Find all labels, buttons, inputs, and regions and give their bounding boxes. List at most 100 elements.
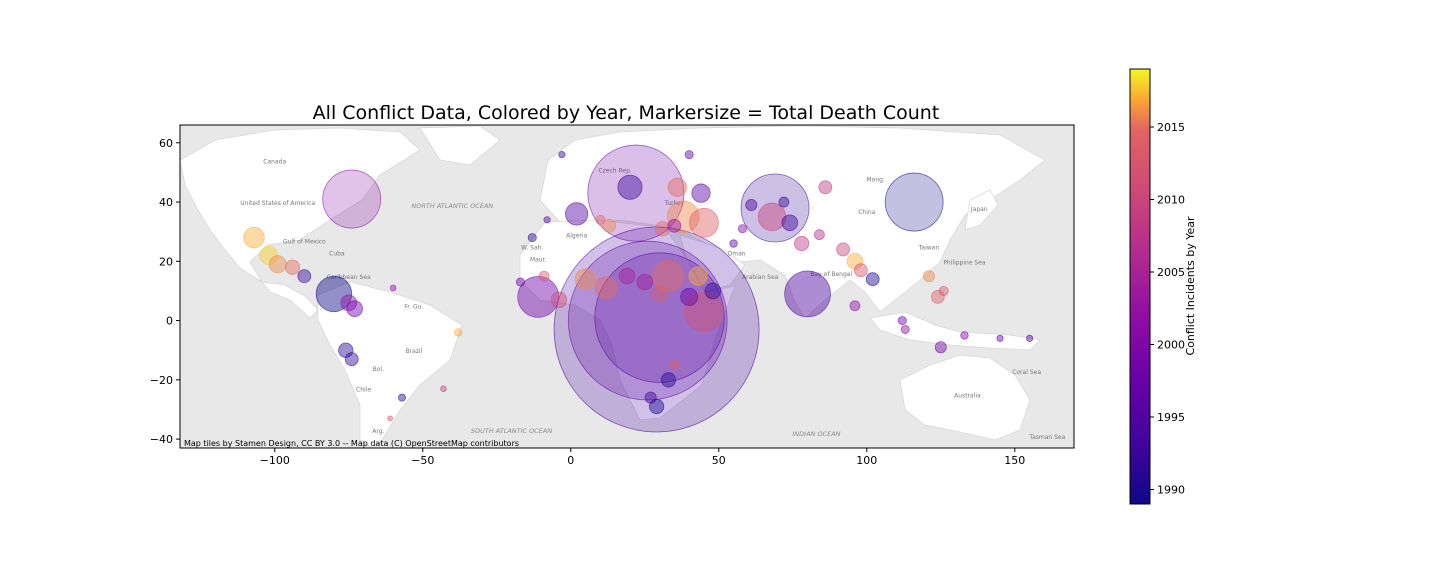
x-tick-label-0: −100 — [260, 454, 290, 467]
place-label-27: INDIAN OCEAN — [792, 430, 840, 438]
y-tick-label-1: −20 — [150, 374, 173, 387]
data-point-6 — [322, 169, 382, 229]
place-label-4: Caribbean Sea — [327, 274, 371, 281]
data-point-31 — [636, 273, 654, 291]
data-point-48 — [602, 218, 617, 233]
place-label-23: Philippine Sea — [943, 259, 986, 266]
colorbar-tick-label-2: 2000 — [1157, 339, 1185, 352]
land-eurasia — [539, 125, 1046, 319]
place-label-21: China — [858, 209, 875, 216]
data-point-46 — [865, 272, 880, 286]
data-point-19 — [574, 268, 597, 290]
data-point-41 — [818, 180, 833, 195]
place-label-14: Algeria — [566, 233, 587, 240]
data-point-35 — [284, 259, 301, 275]
data-point-56 — [778, 196, 790, 208]
data-point-5 — [884, 172, 944, 232]
chart-title: All Conflict Data, Colored by Year, Mark… — [313, 102, 940, 124]
place-label-8: Chile — [356, 387, 371, 394]
data-point-14 — [757, 202, 787, 232]
place-label-0: Canada — [263, 159, 286, 166]
place-label-10: NORTH ATLANTIC OCEAN — [411, 202, 493, 210]
place-label-1: United States of America — [240, 200, 315, 207]
data-point-67 — [454, 328, 463, 337]
land-masses — [180, 125, 1046, 448]
data-point-75 — [440, 385, 447, 393]
data-point-37 — [794, 235, 810, 252]
x-tick-label-5: 150 — [1004, 454, 1025, 467]
data-point-15 — [617, 174, 643, 200]
colorbar-tick-label-3: 2005 — [1157, 266, 1185, 279]
data-point-11 — [652, 259, 685, 293]
colorbar-tick-label-5: 2015 — [1157, 121, 1185, 134]
colorbar-tick-label-1: 1995 — [1157, 411, 1185, 424]
data-point-33 — [846, 253, 864, 270]
data-point-60 — [595, 214, 606, 225]
data-point-65 — [737, 224, 747, 234]
data-point-32 — [781, 214, 799, 232]
data-point-62 — [900, 324, 910, 334]
colorbar-ticks: 1990 1995 2000 2005 2010 2015 — [1150, 121, 1185, 497]
place-label-26: Coral Sea — [1012, 369, 1041, 376]
place-label-13: Maur. — [530, 256, 547, 263]
place-label-24: Japan — [970, 206, 988, 213]
place-label-7: Bol. — [373, 366, 384, 373]
place-label-6: Brazil — [405, 348, 422, 355]
data-point-73 — [543, 216, 551, 224]
place-label-12: W. Sah. — [521, 244, 543, 251]
data-point-2 — [594, 252, 725, 383]
data-point-21 — [667, 177, 687, 197]
colorbar-bar — [1129, 68, 1151, 505]
data-point-30 — [651, 285, 668, 303]
data-point-38 — [660, 372, 677, 388]
data-point-47 — [930, 289, 945, 304]
data-point-55 — [538, 270, 550, 282]
colorbar-label: Conflict Incidents by Year — [1184, 216, 1197, 356]
data-point-74 — [558, 151, 566, 159]
data-point-53 — [745, 199, 758, 212]
map-attribution: Map tiles by Stamen Design, CC BY 3.0 --… — [184, 439, 519, 448]
place-label-5: Fr. Gu. — [404, 304, 423, 311]
x-tick-label-1: −50 — [411, 454, 434, 467]
data-point-13 — [689, 207, 719, 238]
land-greenland — [419, 125, 501, 166]
data-point-40 — [654, 221, 671, 237]
data-point-54 — [849, 300, 861, 312]
y-tick-label-3: 20 — [159, 255, 173, 268]
data-point-63 — [515, 277, 525, 287]
data-point-25 — [680, 287, 699, 306]
data-point-52 — [644, 391, 657, 404]
basemap-place-labels: Canada United States of America Gulf of Me… — [240, 159, 1065, 442]
data-point-1 — [567, 240, 728, 401]
y-tick-label-5: 60 — [159, 137, 173, 150]
data-point-0 — [553, 226, 760, 433]
y-tick-label-2: 0 — [166, 315, 173, 328]
data-point-45 — [853, 263, 868, 278]
x-tick-label-4: 100 — [856, 454, 877, 467]
colorbar-tick-label-4: 2010 — [1157, 194, 1185, 207]
data-point-69 — [729, 239, 738, 248]
data-point-9 — [684, 291, 724, 332]
place-label-2: Gulf of Mexico — [283, 239, 326, 246]
data-point-49 — [667, 218, 682, 233]
land-australia — [899, 354, 1031, 441]
colorbar-tick-label-0: 1990 — [1157, 484, 1185, 497]
data-point-34 — [550, 291, 568, 309]
data-points — [243, 144, 1034, 433]
data-point-22 — [691, 183, 711, 203]
land-north-america — [180, 127, 421, 283]
data-point-76 — [389, 284, 397, 292]
data-point-68 — [960, 331, 969, 340]
y-tick-label-4: 40 — [159, 196, 173, 209]
y-axis: −40 −20 0 20 40 60 — [150, 137, 180, 446]
data-point-7 — [784, 270, 831, 318]
land-south-america — [317, 281, 463, 448]
land-japan — [964, 189, 999, 231]
data-point-66 — [684, 150, 694, 160]
data-point-23 — [688, 266, 708, 286]
data-point-24 — [268, 255, 287, 274]
data-point-26 — [340, 294, 358, 312]
data-point-59 — [669, 360, 680, 371]
data-point-44 — [836, 242, 850, 257]
data-point-18 — [243, 226, 265, 249]
